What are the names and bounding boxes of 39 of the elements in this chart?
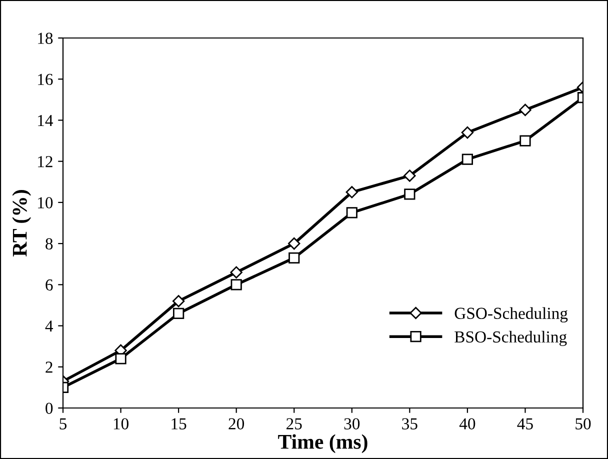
legend-label: BSO-Scheduling (454, 330, 567, 346)
y-tick-label: 4 (45, 320, 54, 332)
x-tick-label: 30 (344, 418, 360, 430)
y-tick-label: 6 (46, 279, 53, 291)
x-tick-label: 15 (172, 418, 186, 430)
x-tick-label: 25 (286, 418, 302, 430)
y-tick-label: 10 (38, 197, 53, 208)
y-tick-label: 14 (38, 115, 54, 126)
y-tick-label: 18 (38, 32, 53, 44)
y-tick-label: 16 (38, 74, 53, 86)
point (288, 252, 300, 264)
y-tick-label: 2 (46, 362, 52, 373)
y-axis-title: RT (%) (12, 190, 32, 257)
point (346, 207, 358, 218)
point (115, 353, 126, 364)
point (230, 279, 242, 290)
y-tick-label: 12 (38, 156, 52, 168)
y-tick-label: 0 (46, 402, 53, 414)
point (461, 126, 474, 139)
x-tick-label: 45 (517, 418, 533, 430)
point (173, 308, 184, 319)
point (404, 188, 416, 200)
x-axis-title: Time (ms) (278, 434, 368, 454)
x-tick-label: 5 (60, 418, 67, 430)
x-tick-label: 10 (114, 418, 128, 430)
y-tick-label: 8 (46, 238, 53, 250)
point (519, 104, 532, 116)
point (172, 295, 185, 308)
x-tick-label: 20 (228, 418, 244, 430)
point (288, 237, 300, 250)
point (462, 154, 473, 165)
legend-label: GSO-Scheduling (454, 307, 568, 322)
point (230, 266, 242, 278)
point (404, 170, 416, 182)
point (346, 186, 358, 198)
x-tick-label: 35 (402, 418, 418, 430)
x-tick-label: 50 (576, 418, 591, 430)
point (520, 135, 531, 146)
x-tick-label: 40 (459, 418, 476, 430)
